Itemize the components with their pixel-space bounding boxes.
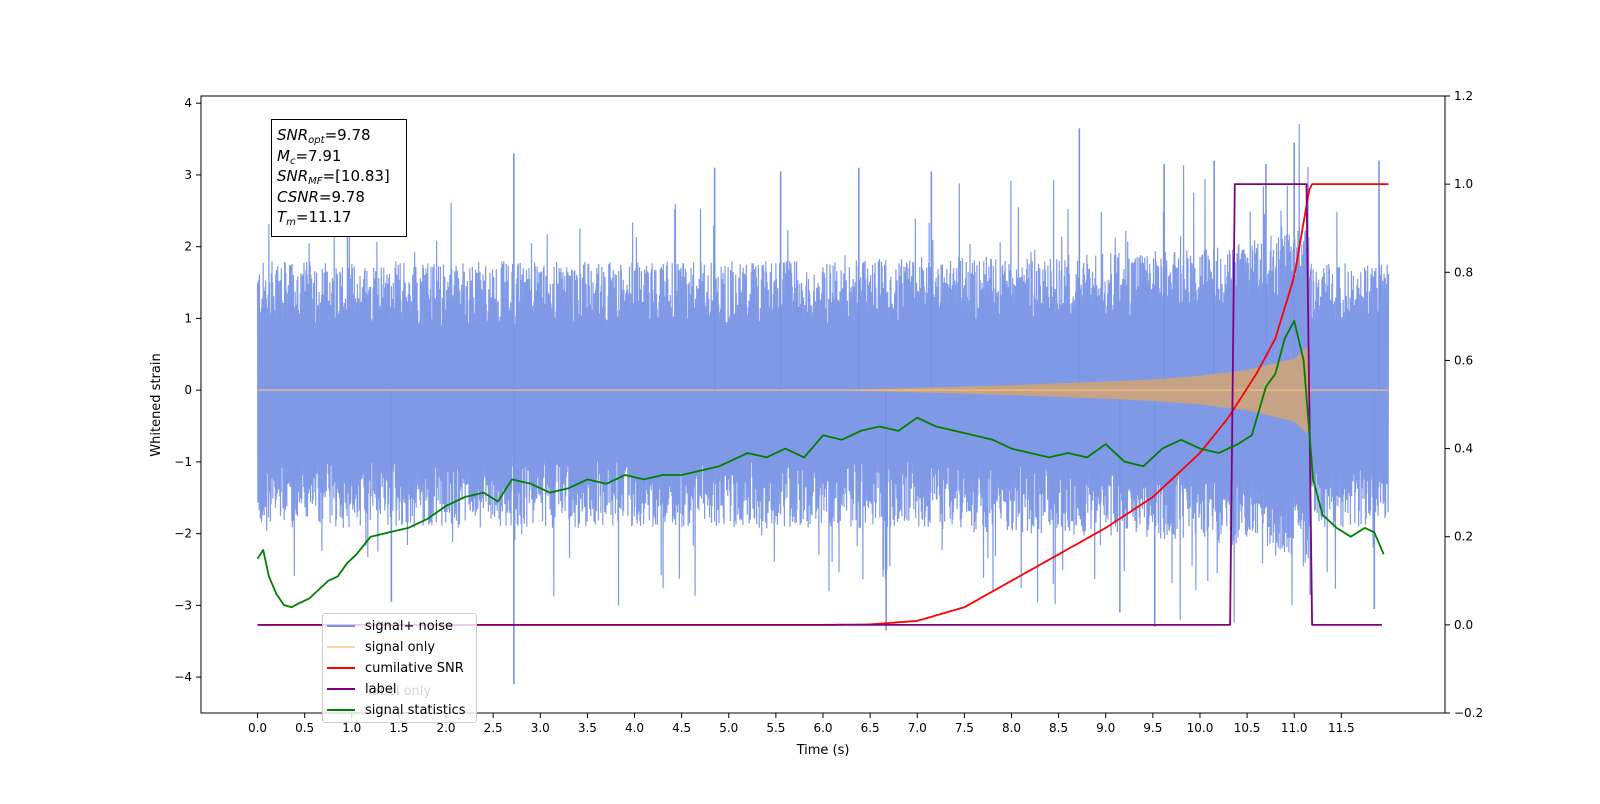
x-tick-label: 11.5 (1328, 721, 1355, 735)
tm-value: 11.17 (308, 208, 352, 227)
mc-value: 7.91 (308, 146, 342, 165)
y-left-tick-label: −4 (174, 670, 192, 684)
y-right-tick-label: 0.4 (1454, 442, 1473, 456)
x-tick-label: 10.0 (1187, 721, 1214, 735)
x-tick-label: 1.5 (389, 721, 408, 735)
tm-row: Tm=11.17 (277, 208, 352, 229)
x-tick-label: 5.0 (719, 721, 738, 735)
snr-opt-value: 9.78 (337, 126, 371, 144)
csnr-row: CSNR=9.78 (277, 187, 365, 206)
y-right-tick-label: 1.2 (1454, 89, 1473, 103)
x-tick-label: 4.0 (625, 721, 644, 735)
y-left-tick-label: −3 (174, 598, 192, 612)
csnr-value: 9.78 (331, 187, 365, 206)
y-left-tick-label: 1 (184, 311, 192, 325)
x-tick-label: 6.0 (813, 721, 832, 735)
y-left-tick-label: 4 (184, 96, 192, 110)
x-tick-label: 8.0 (1002, 721, 1021, 735)
x-tick-label: 2.0 (436, 721, 455, 735)
y-right-tick-label: −0.2 (1454, 706, 1483, 720)
y-axis-right: 1.2 1.0 0.8 0.6 0.4 0.2 0.0 −0.2 (1445, 89, 1483, 720)
legend-swatch-signal-only (327, 646, 355, 648)
y-right-tick-label: 1.0 (1454, 177, 1473, 191)
y-left-tick-label: −2 (174, 527, 192, 541)
legend-label-signal-noise: signal+ noise (365, 618, 454, 634)
x-tick-label: 9.5 (1143, 721, 1162, 735)
x-tick-label: 0.0 (248, 721, 267, 735)
x-axis-label: Time (s) (796, 743, 850, 758)
y-right-tick-label: 0.2 (1454, 530, 1473, 544)
y-left-tick-label: 0 (184, 383, 192, 397)
legend-entry-signal-noise: signal+ noise (327, 616, 453, 636)
legend-swatch-label (327, 688, 355, 690)
legend-entry-signal-statistics: signal statistics (327, 700, 466, 720)
stats-annotation-box: SNRopt=9.78 Mc=7.91 SNRMF=[10.83] CSNR=9… (271, 119, 407, 237)
y-left-tick-label: 3 (184, 168, 192, 182)
signal-noise-line (256, 124, 1390, 623)
signal-layer (257, 346, 1389, 434)
y-right-tick-label: 0.6 (1454, 353, 1473, 367)
snr-mf-row: SNRMF=[10.83] (277, 167, 390, 188)
x-tick-label: 11.0 (1281, 721, 1308, 735)
x-tick-label: 10.5 (1234, 721, 1261, 735)
y-left-tick-label: 2 (184, 240, 192, 254)
y-left-tick-label: −1 (174, 455, 192, 469)
y-axis-left: 4 3 2 1 0 −1 −2 −3 −4 (174, 96, 201, 684)
legend-entry-cumulative-snr: cumilative SNR (327, 658, 464, 678)
legend-label-label: label (365, 681, 397, 697)
noise-layer (256, 124, 1390, 685)
x-tick-label: 8.5 (1049, 721, 1068, 735)
legend-label-signal-only: signal only (365, 639, 436, 655)
x-tick-label: 7.0 (908, 721, 927, 735)
x-tick-label: 1.0 (342, 721, 361, 735)
x-tick-label: 2.5 (484, 721, 503, 735)
snr-opt-row: SNRopt=9.78 (277, 126, 371, 146)
legend-swatch-signal-noise (327, 625, 355, 627)
x-tick-label: 0.5 (295, 721, 314, 735)
legend-entry-signal-only: signal only (327, 637, 435, 657)
x-tick-label: 4.5 (672, 721, 691, 735)
x-tick-label: 7.5 (955, 721, 974, 735)
x-tick-label: 3.0 (531, 721, 550, 735)
legend-label-cumulative-snr: cumilative SNR (365, 660, 464, 676)
legend-swatch-cumulative-snr (327, 667, 355, 669)
y-right-tick-label: 0.0 (1454, 618, 1473, 632)
y-axis-label: Whitened strain (149, 353, 164, 456)
x-tick-label: 5.5 (766, 721, 785, 735)
x-tick-label: 9.0 (1096, 721, 1115, 735)
mc-row: Mc=7.91 (277, 146, 342, 167)
legend-ghost-label: label only (368, 684, 432, 699)
signal-statistics-line (256, 319, 1385, 609)
label-line (257, 183, 1382, 626)
y-right-tick-label: 0.8 (1454, 265, 1473, 279)
legend: label only signal+ noise signal only cum… (322, 613, 477, 723)
legend-entry-label: label (327, 679, 396, 699)
legend-label-signal-statistics: signal statistics (365, 702, 466, 718)
legend-swatch-signal-statistics (327, 709, 355, 711)
snr-mf-value: [10.83] (335, 167, 390, 186)
x-axis: 0.0 0.5 1.0 1.5 2.0 2.5 3.0 3.5 4.0 4.5 5.0 5.5 6.0 6… (248, 713, 1355, 735)
x-tick-label: 3.5 (578, 721, 597, 735)
x-tick-label: 6.5 (861, 721, 880, 735)
